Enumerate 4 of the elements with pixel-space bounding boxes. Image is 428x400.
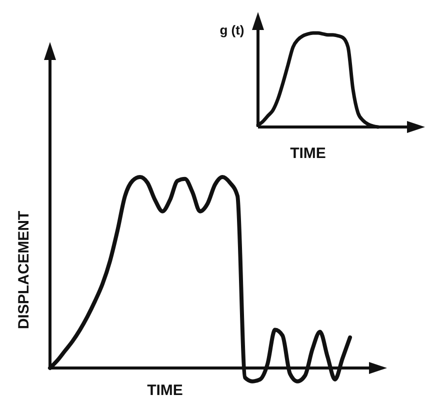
- x-axis-title: TIME: [290, 145, 326, 162]
- y-axis-title: g (t): [220, 22, 244, 38]
- y-axis-title: DISPLACEMENT: [16, 210, 32, 330]
- x-axis-title: TIME: [147, 382, 183, 399]
